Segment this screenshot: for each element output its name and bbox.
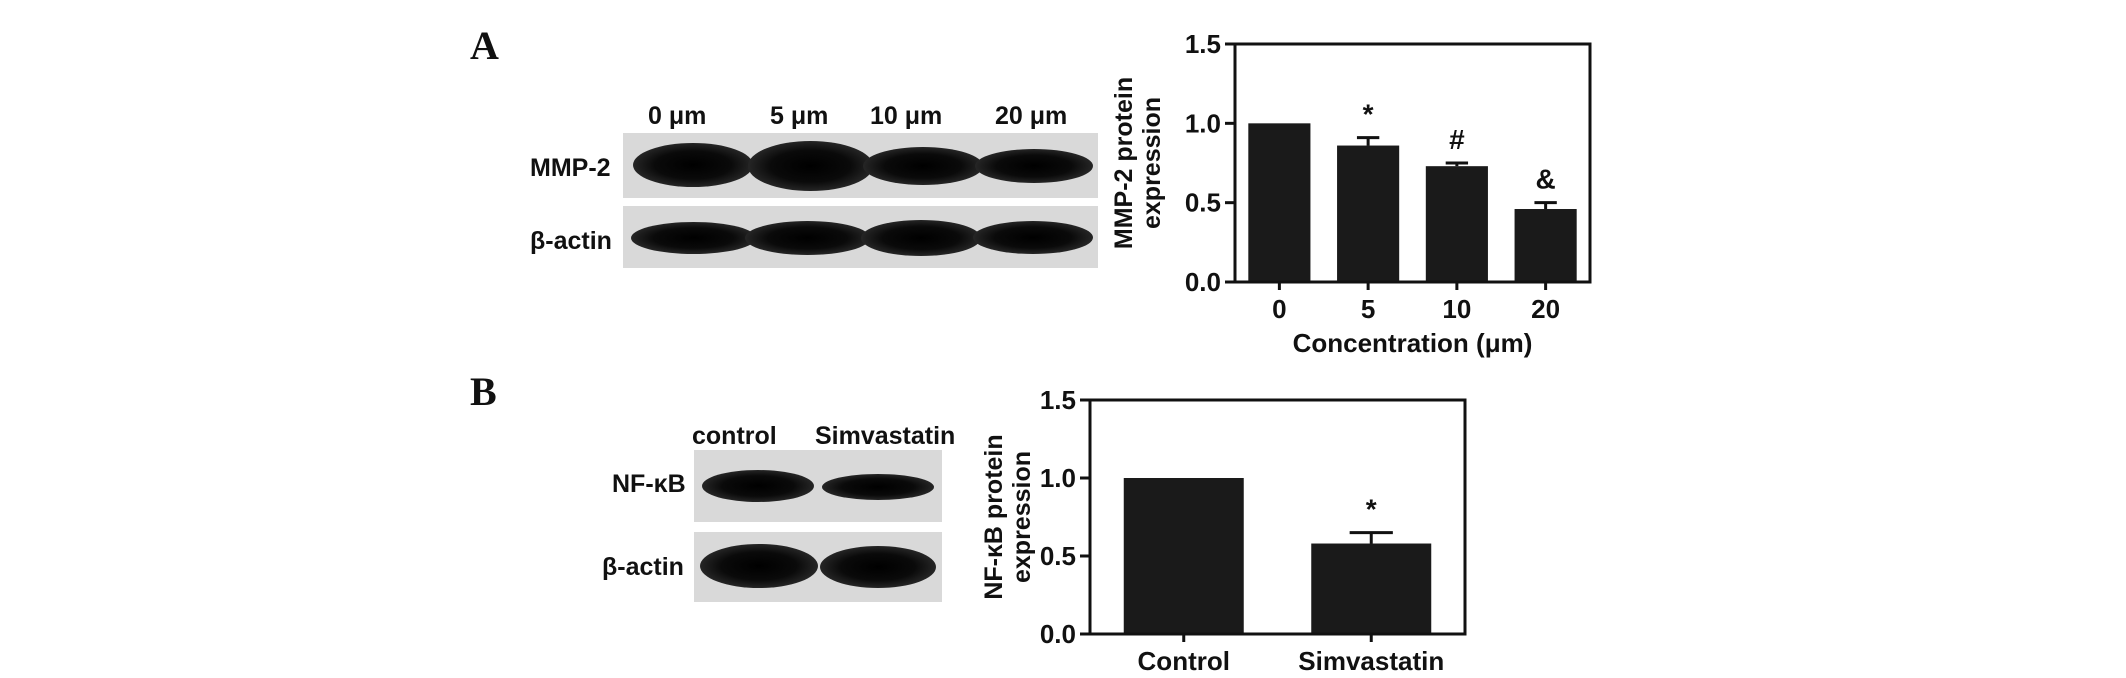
blot-band [975, 149, 1093, 183]
y-axis-title: MMP-2 protein [1110, 77, 1138, 249]
bar [1425, 166, 1488, 282]
y-tick-label: 1.5 [1040, 385, 1076, 415]
lane-label-control: control [692, 422, 777, 450]
panel-b-letter: B [470, 369, 497, 414]
x-axis-title: Concentration (μm) [1293, 328, 1533, 358]
blot-beta-actin-a-strip [623, 206, 1098, 268]
y-tick-label: 0.0 [1185, 267, 1221, 297]
plot-frame [1233, 42, 1592, 284]
x-tick-label: 10 [1442, 294, 1471, 324]
panel-a-letter: A [470, 23, 499, 68]
bar [1311, 543, 1432, 634]
lane-label-0um: 0 μm [648, 102, 707, 130]
x-tick-label: 0 [1272, 294, 1286, 324]
y-tick-label: 1.5 [1185, 29, 1221, 59]
blot-band [973, 221, 1093, 254]
lane-label-simvastatin: Simvastatin [815, 422, 956, 450]
blot-band [748, 141, 873, 191]
blot-beta-actin-b-strip [694, 532, 942, 602]
lane-label-20um: 20 μm [995, 102, 1068, 130]
bar [1123, 478, 1244, 634]
bar [1514, 209, 1577, 282]
blot-mmp2-strip [623, 133, 1098, 198]
bar [1337, 145, 1400, 282]
x-tick-label: 5 [1361, 294, 1375, 324]
y-tick-label: 0.0 [1040, 619, 1076, 649]
row-label-nfkb: NF-κB [612, 470, 686, 498]
lane-label-5um: 5 μm [770, 102, 829, 130]
y-axis-title: expression [1008, 451, 1036, 583]
nfkb-bar-chart: Control * Simvastatin 0.0 0.5 1.0 1.5 NF-κB pro… [980, 385, 1467, 676]
blot-band [702, 470, 814, 502]
x-tick-label: 20 [1531, 294, 1560, 324]
x-tick-label: Simvastatin [1298, 646, 1444, 676]
mmp2-bar-chart: 0 * 5 #10 & 20 0.0 0.5 1.0 1.5 MMP-2 protein expres… [1110, 29, 1592, 358]
y-axis-title: NF-κB protein [980, 434, 1008, 599]
blot-band [822, 474, 934, 500]
y-tick-label: 1.0 [1185, 108, 1221, 138]
significance-marker: * [1366, 494, 1377, 525]
y-tick-label: 1.0 [1040, 463, 1076, 493]
row-label-beta-actin-a: β-actin [530, 227, 612, 255]
y-tick-label: 0.5 [1040, 541, 1076, 571]
y-tick-label: 0.5 [1185, 188, 1221, 218]
row-label-beta-actin-b: β-actin [602, 553, 684, 581]
blot-band [863, 147, 983, 185]
blot-band [700, 544, 818, 588]
x-tick-label: Control [1138, 646, 1230, 676]
blot-band [820, 546, 936, 588]
lane-label-10um: 10 μm [870, 102, 943, 130]
blot-band [861, 220, 981, 256]
blot-band [745, 221, 870, 255]
y-axis-title: expression [1138, 97, 1166, 229]
blot-band [633, 143, 753, 187]
row-label-mmp2: MMP-2 [530, 154, 611, 182]
significance-marker: & [1536, 164, 1556, 195]
significance-marker: * [1363, 99, 1374, 130]
blot-band [631, 222, 756, 254]
blot-nfkb-strip [694, 450, 942, 522]
bar [1248, 123, 1311, 282]
significance-marker: # [1449, 124, 1465, 155]
plot-frame [1088, 398, 1467, 636]
